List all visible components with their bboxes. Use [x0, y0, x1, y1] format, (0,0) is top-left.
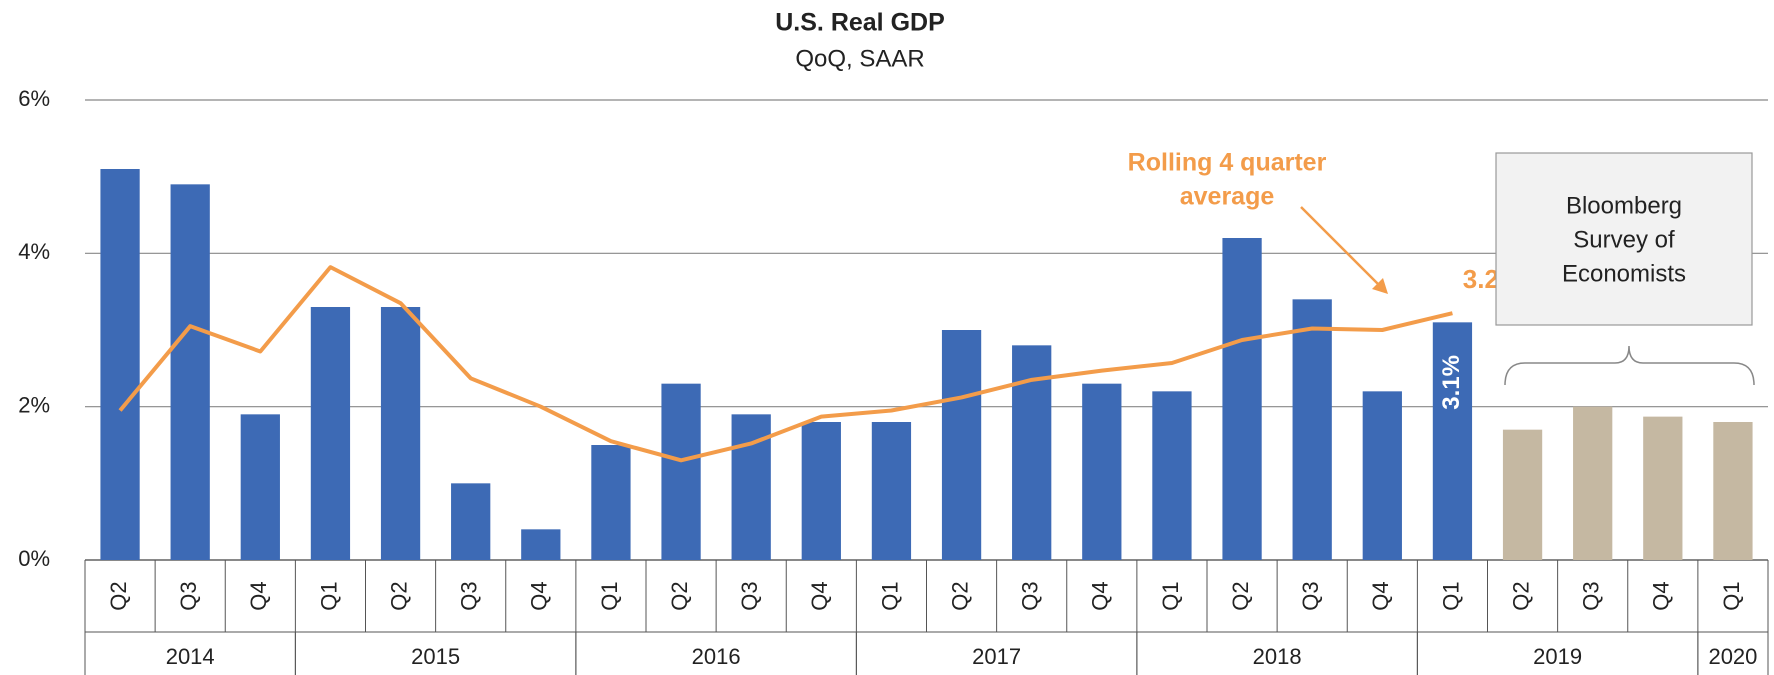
bar [310, 307, 351, 560]
x-tick-label: Q4 [1088, 581, 1113, 610]
year-label: 2017 [972, 644, 1021, 669]
x-tick-label: Q4 [1368, 581, 1393, 610]
year-label: 2018 [1253, 644, 1302, 669]
bar [1713, 422, 1753, 560]
x-tick-label: Q1 [877, 581, 902, 610]
year-label: 2020 [1708, 644, 1757, 669]
arrow-head [1372, 278, 1388, 294]
y-tick-label: 2% [18, 392, 50, 417]
bar [871, 422, 912, 560]
x-tick-label: Q2 [947, 581, 972, 610]
bar [1082, 383, 1122, 560]
x-tick-label: Q3 [1298, 581, 1323, 610]
x-tick-label: Q2 [1228, 581, 1253, 610]
y-tick-label: 0% [18, 546, 50, 571]
bar [380, 307, 421, 560]
chart-subtitle: QoQ, SAAR [795, 45, 924, 72]
bar [1152, 391, 1192, 560]
year-label: 2015 [411, 644, 460, 669]
bar [801, 422, 841, 560]
bar [1643, 416, 1683, 560]
year-label: 2014 [166, 644, 215, 669]
year-label: 2016 [692, 644, 741, 669]
bar [521, 529, 561, 560]
forecast-box [1495, 152, 1753, 326]
x-tick-label: Q3 [1018, 581, 1043, 610]
data-label: 3.1% [1438, 355, 1465, 410]
x-tick-label: Q4 [1649, 581, 1674, 610]
forecast-box-text: Economists [1562, 260, 1686, 287]
x-tick-label: Q1 [1438, 581, 1463, 610]
bar [170, 184, 210, 561]
x-tick-label: Q4 [246, 581, 271, 610]
x-tick-label: Q2 [1508, 581, 1533, 610]
y-tick-label: 4% [18, 239, 50, 264]
x-tick-label: Q1 [316, 581, 341, 610]
y-tick-label: 6% [18, 86, 50, 111]
bar [100, 169, 140, 560]
x-tick-label: Q3 [176, 581, 201, 610]
x-tick-label: Q2 [106, 581, 131, 610]
chart-title: U.S. Real GDP [775, 9, 945, 37]
x-tick-label: Q3 [737, 581, 762, 610]
x-tick-label: Q3 [1579, 581, 1604, 610]
x-tick-label: Q1 [1158, 581, 1183, 610]
x-tick-label: Q2 [667, 581, 692, 610]
year-label: 2019 [1533, 644, 1582, 669]
x-tick-label: Q3 [457, 581, 482, 610]
annotation: average [1180, 183, 1275, 211]
bar [941, 330, 982, 560]
x-tick-label: Q1 [1719, 581, 1744, 610]
forecast-box-text: Bloomberg [1566, 192, 1682, 219]
bar [591, 445, 631, 560]
bar [1362, 391, 1402, 560]
x-tick-label: Q2 [386, 581, 411, 610]
bar [1432, 322, 1473, 560]
bar [451, 483, 491, 560]
x-tick-label: Q4 [807, 581, 832, 610]
x-tick-label: Q1 [597, 581, 622, 610]
bar [661, 383, 701, 560]
bar [1222, 238, 1262, 560]
forecast-box-text: Survey of [1573, 226, 1675, 253]
line [118, 265, 1453, 463]
bar [1573, 406, 1613, 560]
x-tick-label: Q4 [527, 581, 552, 610]
bar [1502, 429, 1543, 560]
bar [240, 414, 280, 560]
bar [1292, 299, 1332, 560]
bracket [1504, 345, 1755, 386]
annotation-arrow [1300, 206, 1383, 289]
annotation: Rolling 4 quarter [1128, 149, 1327, 177]
